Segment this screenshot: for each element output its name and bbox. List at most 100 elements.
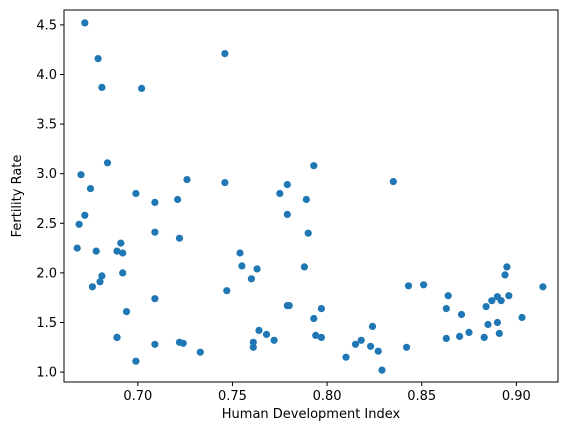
data-point [94,55,102,63]
data-point [221,50,229,58]
data-point [96,278,104,286]
data-point [465,328,473,336]
data-point [236,249,244,257]
data-point [262,330,271,338]
data-point [457,310,466,319]
data-point [304,229,312,237]
y-axis-label: Fertility Rate [10,155,25,238]
data-point [484,320,492,329]
data-point [151,198,159,206]
data-point [221,179,229,187]
data-point [77,171,85,179]
data-point [351,340,360,348]
data-point [493,318,501,327]
data-point [317,333,325,341]
data-point [497,297,505,305]
x-axis-label: Human Development Index [222,407,401,422]
data-point [317,305,325,313]
data-point [113,333,121,341]
data-point [310,314,318,323]
data-point [174,195,182,204]
y-tick-label: 2.0 [36,266,57,281]
data-point [196,348,204,356]
data-point [480,333,488,341]
data-point [81,19,89,27]
data-point [501,271,509,279]
data-point [117,239,125,247]
data-point [367,342,375,350]
data-point [132,189,140,198]
x-tick-label: 0.80 [313,389,342,404]
x-tick-label: 0.90 [502,389,531,404]
data-point [283,302,291,310]
data-point [310,162,318,170]
data-point [119,269,127,277]
plot-frame [63,9,559,383]
data-point [283,181,291,189]
data-point [81,211,89,219]
data-point [151,340,159,348]
y-tick-label: 4.0 [36,68,57,83]
data-point [442,305,450,313]
data-point [283,210,291,218]
data-point [92,247,100,255]
data-point [75,220,83,228]
y-tick-label: 3.0 [36,167,57,182]
data-point [132,357,140,365]
data-point [86,185,95,193]
data-point [518,313,526,322]
data-point [247,275,255,283]
data-point [223,287,231,295]
data-point [378,366,386,374]
data-point [179,339,187,347]
data-point [302,195,310,204]
data-point [389,178,397,186]
data-point [253,265,261,273]
y-tick-label: 3.5 [36,118,57,133]
data-point [456,332,464,340]
x-tick-label: 0.75 [218,389,247,404]
data-point [98,272,106,280]
data-point [505,292,513,300]
data-point [444,292,452,300]
data-point [119,249,127,257]
data-point [420,281,428,289]
data-point [88,283,96,291]
data-point [113,247,121,255]
data-point [183,176,191,184]
data-point [238,262,246,270]
data-points [73,19,547,374]
data-point [539,283,547,291]
data-point [374,347,382,355]
x-axis: 0.70 0.75 0.80 0.85 0.90 [123,382,531,404]
data-point [103,159,112,167]
x-tick-label: 0.85 [407,389,436,404]
data-point [249,343,257,351]
data-point [503,263,511,271]
y-tick-label: 1.5 [36,316,57,331]
data-point [404,282,413,290]
y-tick-label: 4.5 [36,18,57,33]
data-point [98,83,106,91]
data-point [73,244,81,252]
data-point [442,334,450,342]
data-point [488,297,496,305]
y-tick-label: 1.0 [36,366,57,381]
data-point [342,353,350,361]
data-point [151,295,159,303]
data-point [122,308,131,316]
data-point [276,189,284,198]
x-tick-label: 0.70 [123,389,152,404]
data-point [495,329,503,337]
data-point [403,343,411,351]
y-tick-label: 2.5 [36,217,57,232]
data-point [312,331,320,339]
data-point [138,84,146,92]
data-point [175,234,184,242]
y-axis: 1.0 1.5 2.0 2.5 3.0 3.5 4.0 4.5 [36,18,64,381]
data-point [300,263,308,271]
data-point [255,326,263,334]
data-point [368,322,377,330]
data-point [249,338,257,346]
